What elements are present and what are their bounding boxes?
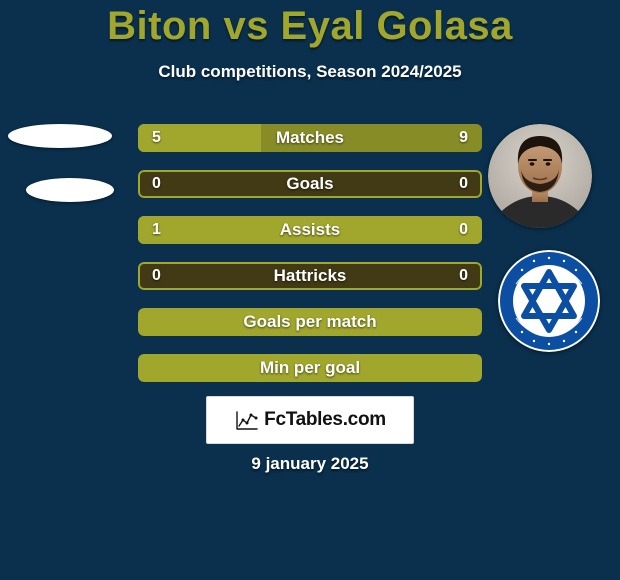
stat-value-right: 0 <box>459 170 468 198</box>
page-title: Biton vs Eyal Golasa <box>0 4 620 49</box>
stat-label: Matches <box>138 124 482 152</box>
stat-label: Goals per match <box>138 308 482 336</box>
brand-icon <box>234 407 260 433</box>
stat-label: Hattricks <box>138 262 482 290</box>
player-avatar-right <box>488 124 592 228</box>
stat-value-left: 0 <box>152 262 161 290</box>
club-badge-svg <box>498 250 600 352</box>
stat-row: Goals0 0 <box>138 170 482 198</box>
left-placeholder-2 <box>26 178 114 202</box>
stat-value-right: 0 <box>459 262 468 290</box>
left-placeholder-1 <box>8 124 112 148</box>
stat-value-left: 0 <box>152 170 161 198</box>
stat-label: Goals <box>138 170 482 198</box>
stat-row: Matches5 9 <box>138 124 482 152</box>
stat-label: Assists <box>138 216 482 244</box>
stat-value-right: 0 <box>459 216 468 244</box>
brand-box: FcTables.com <box>206 396 414 444</box>
stat-value-right: 9 <box>459 124 468 152</box>
player-avatar-svg <box>488 124 592 228</box>
page-subtitle: Club competitions, Season 2024/2025 <box>0 62 620 82</box>
stat-value-left: 5 <box>152 124 161 152</box>
stat-row: Hattricks0 0 <box>138 262 482 290</box>
comparison-bars: Matches59Goals00Assists10Hattricks00Goal… <box>138 124 482 400</box>
stage: Biton vs Eyal Golasa Club competitions, … <box>0 0 620 580</box>
stat-row: Min per goal <box>138 354 482 382</box>
stat-row: Assists1 0 <box>138 216 482 244</box>
stat-row: Goals per match <box>138 308 482 336</box>
stat-label: Min per goal <box>138 354 482 382</box>
date-stamp: 9 january 2025 <box>0 454 620 474</box>
brand-text: FcTables.com <box>264 409 386 431</box>
club-badge-right <box>498 250 600 352</box>
stat-value-left: 1 <box>152 216 161 244</box>
